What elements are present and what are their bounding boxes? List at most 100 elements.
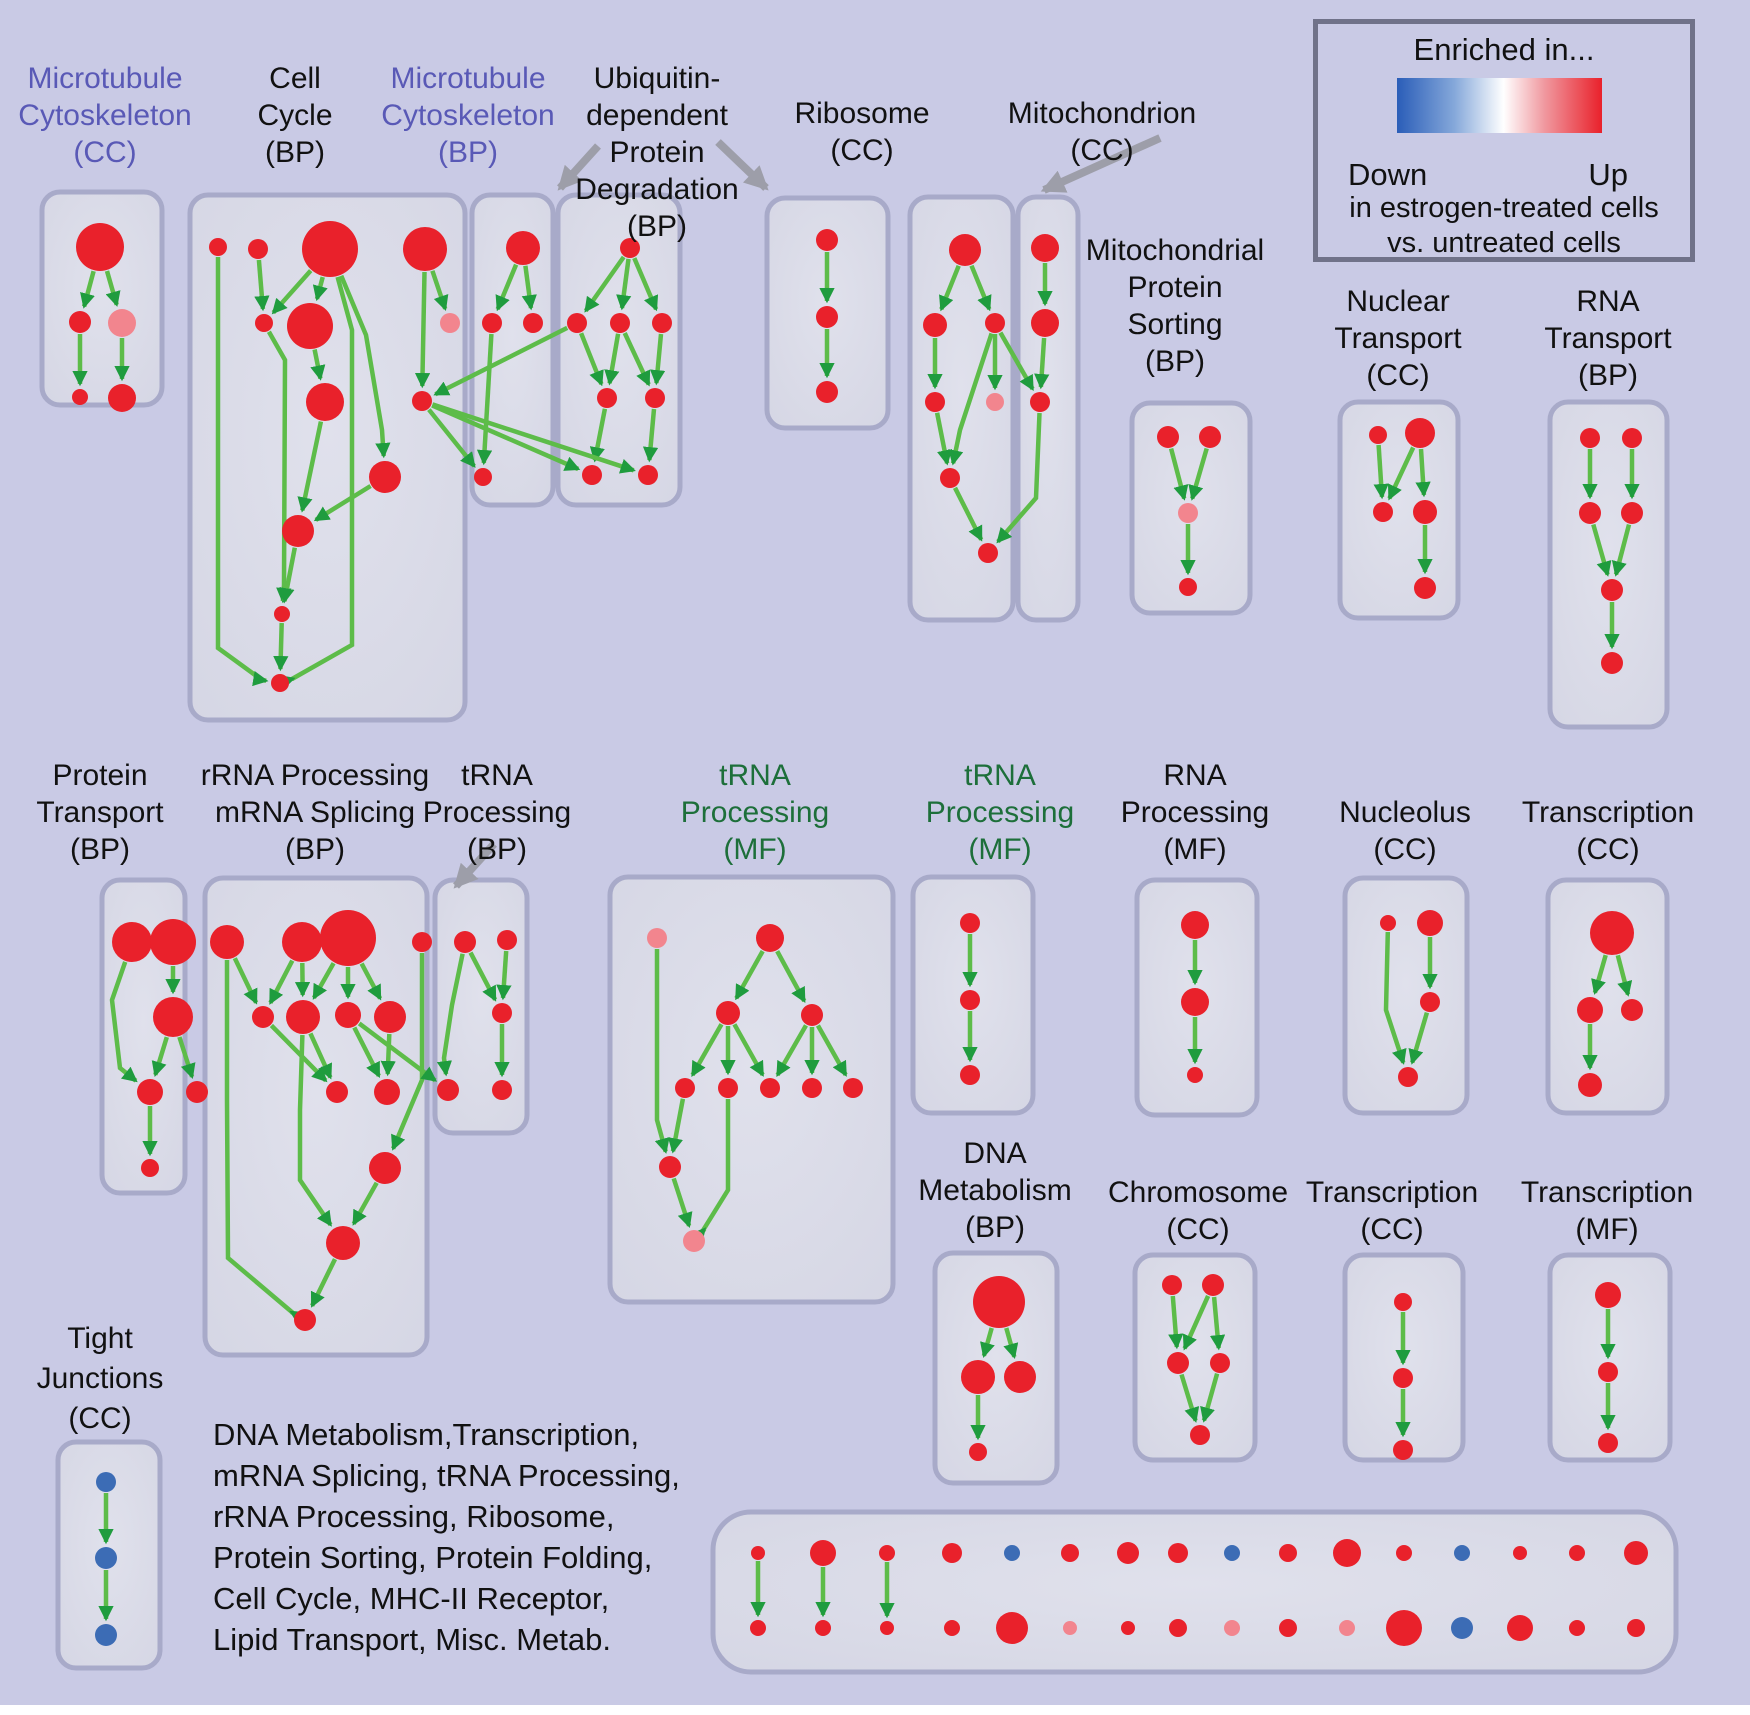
go-term-node xyxy=(567,313,587,333)
cluster-label-mitochondrion-cc: Mitochondrion (CC) xyxy=(1008,97,1196,167)
edge-arrow xyxy=(273,622,289,672)
go-term-node xyxy=(497,930,517,950)
cluster-label-trna-processing-bp: tRNA Processing (BP) xyxy=(423,759,571,866)
cluster-label-microtubule-cytoskeleton-cc: Microtubule Cytoskeleton (CC) xyxy=(18,62,191,169)
cluster-label-dna-metabolism-bp: DNA Metabolism (BP) xyxy=(918,1137,1071,1244)
cluster-label-microtubule-cytoskeleton-bp: Microtubule Cytoskeleton (BP) xyxy=(381,62,554,169)
go-term-node xyxy=(923,313,947,337)
edge-arrow xyxy=(357,1021,438,1083)
go-term-node xyxy=(335,1002,361,1028)
go-term-node xyxy=(1279,1619,1297,1637)
go-term-node xyxy=(973,1276,1025,1328)
edge-arrow xyxy=(271,269,313,315)
edge-arrow xyxy=(431,403,581,472)
cluster-label-protein-transport-bp: Protein Transport (BP) xyxy=(36,759,164,866)
legend-title: Enriched in... xyxy=(1413,32,1595,67)
go-term-node xyxy=(816,306,838,328)
edge-arrow xyxy=(521,265,537,311)
go-term-node xyxy=(610,313,630,333)
go-term-node xyxy=(1030,392,1050,412)
edge-arrow xyxy=(1415,448,1431,498)
edge-arrow xyxy=(351,1181,379,1226)
go-term-node xyxy=(969,1443,987,1461)
edge-arrow xyxy=(279,547,298,604)
go-term-node xyxy=(879,1545,895,1561)
go-term-node xyxy=(1169,1619,1187,1637)
edge-arrow xyxy=(104,270,121,307)
edge-arrow xyxy=(297,421,324,513)
legend-subtitle-line1: in estrogen-treated cells xyxy=(1349,192,1659,224)
edge-arrow xyxy=(310,1258,338,1308)
go-term-node xyxy=(683,1230,705,1252)
edge-arrow xyxy=(622,332,651,387)
go-term-node xyxy=(374,1001,406,1033)
legend-gradient-bar xyxy=(1397,78,1602,133)
go-term-node xyxy=(1420,992,1440,1012)
edge-arrow xyxy=(380,1033,396,1077)
go-term-node xyxy=(95,1547,117,1569)
edge-arrow xyxy=(671,1177,693,1228)
go-term-node xyxy=(810,1540,836,1566)
legend: Enriched in... Down Up in estrogen-treat… xyxy=(1313,19,1695,262)
go-term-node xyxy=(492,1080,512,1100)
cluster-box-microtubule-cytoskeleton-cc xyxy=(39,189,165,408)
go-term-node xyxy=(1578,1073,1602,1097)
go-term-node xyxy=(1224,1545,1240,1561)
go-term-node xyxy=(1373,502,1393,522)
cluster-label-tight-junctions-cc: Tight Junctions (CC) xyxy=(37,1322,164,1435)
go-term-node xyxy=(320,910,376,966)
cluster-label-chromosome-cc: Chromosome (CC) xyxy=(1108,1176,1288,1246)
go-term-node xyxy=(1380,915,1396,931)
go-term-node xyxy=(960,913,980,933)
go-term-node xyxy=(112,922,152,962)
go-term-node xyxy=(1569,1545,1585,1561)
go-term-node xyxy=(440,313,460,333)
go-term-node xyxy=(1167,1352,1189,1374)
go-term-node xyxy=(412,391,432,411)
edge-arrow xyxy=(734,949,765,1001)
go-term-node xyxy=(282,922,322,962)
legend-up-label: Up xyxy=(1588,157,1628,192)
go-term-node xyxy=(1454,1545,1470,1561)
misc-list-line: rRNA Processing, Ribosome, xyxy=(213,1499,615,1534)
go-term-node xyxy=(1031,234,1059,262)
go-term-node xyxy=(1590,911,1634,955)
misc-list-line: mRNA Splicing, tRNA Processing, xyxy=(213,1458,680,1493)
edge-arrow xyxy=(579,332,604,387)
go-term-node xyxy=(675,1078,695,1098)
go-term-node xyxy=(286,1000,320,1034)
edge-arrow xyxy=(109,961,138,1083)
edge-arrow xyxy=(1408,1011,1430,1065)
go-term-node xyxy=(69,311,91,333)
go-term-node xyxy=(523,313,543,333)
cluster-label-transcription-mf: Transcription (MF) xyxy=(1521,1176,1693,1246)
go-term-node xyxy=(1181,988,1209,1016)
edge-arrow xyxy=(254,259,270,312)
edge-arrow xyxy=(1179,1373,1200,1423)
go-term-node xyxy=(940,468,960,488)
go-term-node xyxy=(96,1472,116,1492)
go-term-node xyxy=(1178,503,1198,523)
edge-arrow xyxy=(1188,447,1209,501)
legend-subtitle-line2: vs. untreated cells xyxy=(1387,227,1621,259)
go-term-node xyxy=(274,606,290,622)
go-term-node xyxy=(248,239,268,259)
go-term-node xyxy=(960,1065,980,1085)
go-term-node xyxy=(647,928,667,948)
edge-arrow xyxy=(642,408,659,463)
go-term-node xyxy=(942,1543,962,1563)
go-term-node xyxy=(210,925,244,959)
go-term-node xyxy=(985,313,1005,333)
go-term-node xyxy=(369,1152,401,1184)
go-term-node xyxy=(986,393,1004,411)
go-term-node xyxy=(1199,426,1221,448)
cluster-label-cell-cycle-bp: Cell Cycle (BP) xyxy=(257,62,332,169)
cluster-box-microtubule-cytoskeleton-bp xyxy=(469,192,556,508)
go-term-node xyxy=(718,1078,738,1098)
go-term-node xyxy=(72,389,88,405)
go-term-node xyxy=(1181,911,1209,939)
edge-arrow xyxy=(1209,1296,1226,1351)
edge-arrow xyxy=(495,263,519,312)
